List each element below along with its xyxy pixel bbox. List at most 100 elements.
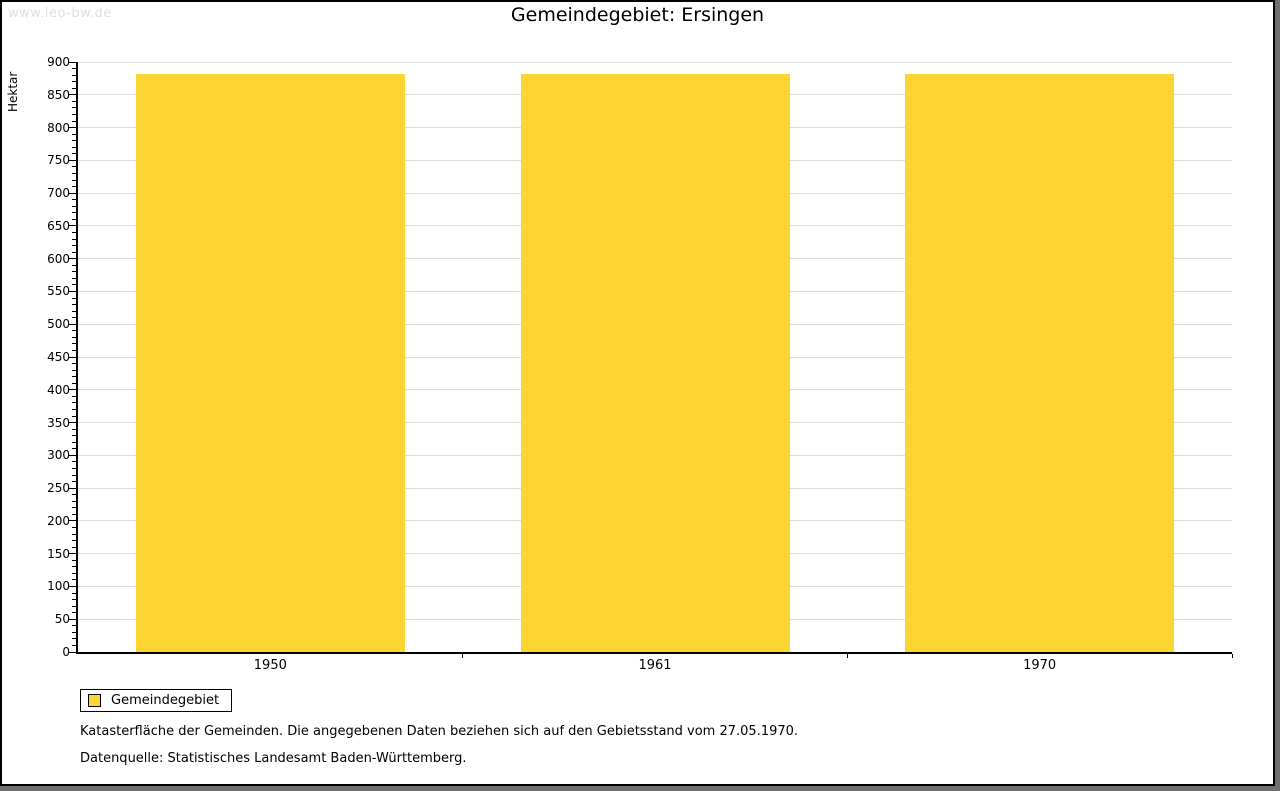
y-axis-line [76, 62, 78, 654]
y-minor-tick [72, 481, 76, 483]
y-minor-tick [72, 441, 76, 443]
y-minor-tick [72, 572, 76, 574]
y-minor-tick [72, 533, 76, 535]
watermark-text: www.leo-bw.de [8, 6, 112, 21]
y-minor-tick [72, 526, 76, 528]
y-major-tick [69, 127, 76, 129]
y-major-tick [69, 422, 76, 424]
y-minor-tick [72, 146, 76, 148]
y-minor-tick [72, 382, 76, 384]
y-minor-tick [72, 474, 76, 476]
gridline [78, 61, 1232, 63]
y-minor-tick [72, 638, 76, 640]
y-minor-tick [72, 546, 76, 548]
footnote-line-1: Katasterfläche der Gemeinden. Die angege… [80, 724, 799, 739]
y-tick-label: 650 [47, 218, 70, 233]
y-axis-title: Hektar [6, 71, 20, 112]
y-minor-tick [72, 500, 76, 502]
y-minor-tick [72, 435, 76, 437]
y-major-tick [69, 323, 76, 325]
y-tick-label: 750 [47, 153, 70, 168]
y-minor-tick [72, 494, 76, 496]
y-tick-label: 350 [47, 415, 70, 430]
y-tick-label: 0 [62, 645, 70, 659]
y-minor-tick [72, 448, 76, 450]
y-major-tick [69, 487, 76, 489]
bar-1961 [521, 74, 790, 652]
y-minor-tick [72, 120, 76, 122]
y-minor-tick [72, 186, 76, 188]
x-tick-label-1970: 1970 [1023, 658, 1057, 673]
y-minor-tick [72, 415, 76, 417]
y-minor-tick [72, 467, 76, 469]
y-minor-tick [72, 87, 76, 89]
y-minor-tick [72, 113, 76, 115]
y-minor-tick [72, 395, 76, 397]
y-minor-tick [72, 336, 76, 338]
y-minor-tick [72, 402, 76, 404]
y-tick-label: 50 [54, 612, 70, 627]
y-tick-label: 550 [47, 284, 70, 299]
y-tick-label: 250 [47, 481, 70, 496]
y-major-tick [69, 585, 76, 587]
y-tick-label: 400 [47, 382, 70, 397]
y-tick-label: 800 [47, 120, 70, 135]
y-minor-tick [72, 625, 76, 627]
y-minor-tick [72, 199, 76, 201]
chart-title: Gemeindegebiet: Ersingen [510, 4, 765, 26]
y-major-tick [69, 192, 76, 194]
legend: Gemeindegebiet [80, 689, 232, 712]
y-tick-label: 300 [47, 448, 70, 463]
legend-swatch-icon [88, 694, 101, 707]
y-major-tick [69, 553, 76, 555]
bar-1950 [136, 74, 405, 652]
y-minor-tick [72, 297, 76, 299]
y-major-tick [69, 520, 76, 522]
y-minor-tick [72, 612, 76, 614]
y-minor-tick [72, 461, 76, 463]
y-minor-tick [72, 304, 76, 306]
y-minor-tick [72, 369, 76, 371]
y-major-tick [69, 454, 76, 456]
x-tick-label-1961: 1961 [638, 658, 672, 673]
y-minor-tick [72, 566, 76, 568]
y-minor-tick [72, 238, 76, 240]
y-minor-tick [72, 507, 76, 509]
y-minor-tick [72, 245, 76, 247]
y-tick-label: 500 [47, 317, 70, 332]
y-minor-tick [72, 310, 76, 312]
legend-label: Gemeindegebiet [111, 693, 220, 708]
y-minor-tick [72, 592, 76, 594]
x-boundary-tick [1231, 654, 1233, 658]
y-minor-tick [72, 408, 76, 410]
y-major-tick [69, 651, 76, 653]
x-boundary-tick [846, 654, 848, 658]
y-minor-tick [72, 205, 76, 207]
y-minor-tick [72, 218, 76, 220]
y-minor-tick [72, 179, 76, 181]
y-major-tick [69, 225, 76, 227]
x-boundary-tick [462, 654, 464, 658]
y-major-tick [69, 94, 76, 96]
y-minor-tick [72, 605, 76, 607]
y-minor-tick [72, 133, 76, 135]
y-major-tick [69, 618, 76, 620]
y-minor-tick [72, 74, 76, 76]
y-minor-tick [72, 343, 76, 345]
y-minor-tick [72, 251, 76, 253]
y-tick-label: 200 [47, 513, 70, 528]
y-minor-tick [72, 107, 76, 109]
y-minor-tick [72, 559, 76, 561]
y-major-tick [69, 61, 76, 63]
y-minor-tick [72, 264, 76, 266]
y-minor-tick [72, 317, 76, 319]
y-minor-tick [72, 513, 76, 515]
y-minor-tick [72, 172, 76, 174]
bar-1970 [905, 74, 1174, 652]
y-tick-label: 700 [47, 186, 70, 201]
y-major-tick [69, 356, 76, 358]
y-tick-label: 850 [47, 87, 70, 102]
y-minor-tick [72, 212, 76, 214]
y-major-tick [69, 159, 76, 161]
